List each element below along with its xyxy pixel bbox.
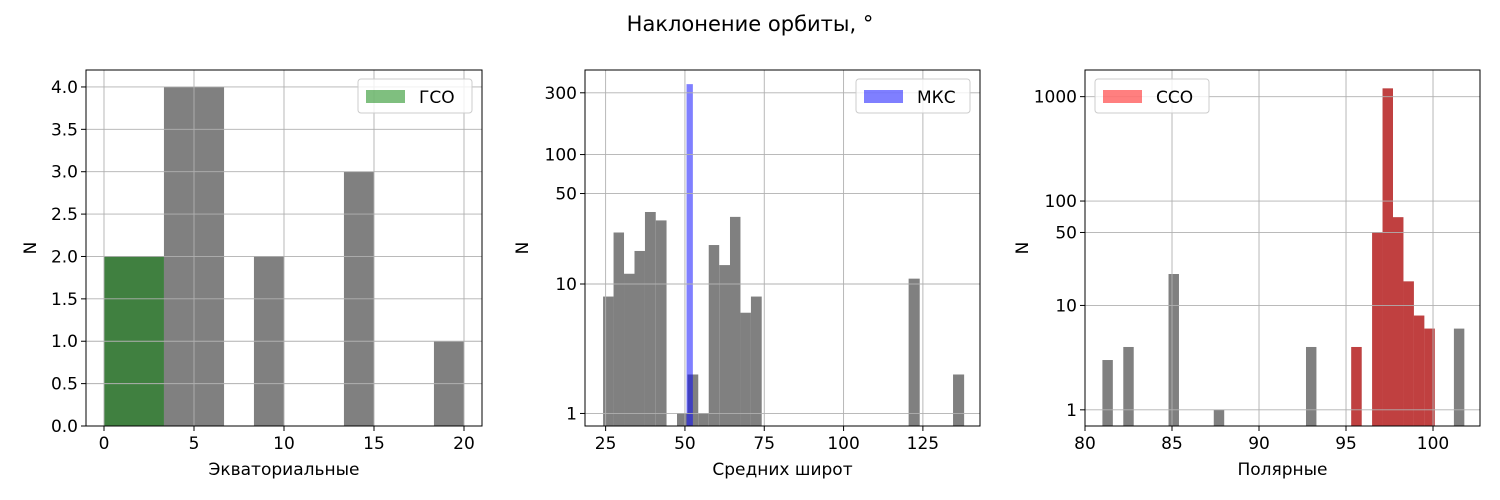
x-tick-label: 100 <box>827 434 859 454</box>
x-tick-label: 15 <box>363 434 385 454</box>
y-tick-label: 1000 <box>1034 88 1077 108</box>
x-tick-label: 85 <box>1161 434 1183 454</box>
highlight-bar <box>1382 88 1393 426</box>
x-tick-label: 90 <box>1248 434 1270 454</box>
histogram-bar <box>708 245 720 426</box>
histogram-bar <box>953 374 965 426</box>
histogram-bar <box>698 413 709 426</box>
histogram-bar <box>1102 360 1113 426</box>
highlight-bar <box>1351 346 1362 426</box>
y-axis-label: N <box>513 242 533 255</box>
legend-label: МКС <box>917 88 956 108</box>
histogram-bar <box>908 278 920 426</box>
histogram-bar <box>1123 346 1134 426</box>
histogram-bar <box>613 232 625 426</box>
histogram-bar <box>729 216 741 426</box>
x-tick-label: 80 <box>1074 434 1096 454</box>
x-tick-label: 5 <box>189 434 200 454</box>
x-tick-label: 50 <box>674 434 696 454</box>
y-tick-label: 1 <box>566 404 577 424</box>
bars <box>603 84 965 426</box>
highlight-bar <box>1392 217 1404 426</box>
highlight-bar <box>1372 232 1383 426</box>
y-tick-label: 300 <box>545 84 577 104</box>
y-tick-label: 100 <box>545 146 577 166</box>
axes-frame <box>1084 69 1481 427</box>
histogram-bar <box>1305 346 1317 426</box>
y-tick-label: 50 <box>555 185 577 205</box>
x-tick-label: 100 <box>1417 434 1449 454</box>
histogram-bar <box>750 296 762 426</box>
legend: ССО <box>1094 78 1210 114</box>
y-tick-label: 50 <box>1055 223 1077 243</box>
y-tick-label: 2.5 <box>51 205 78 225</box>
histogram-bar <box>634 250 645 426</box>
histogram-bar <box>719 265 730 426</box>
x-tick-label: 25 <box>595 434 617 454</box>
y-tick-label: 0.0 <box>51 417 78 437</box>
panel-polar: 80 85 90 95 100 1 10 50 100 1000 Полярные N ССО <box>1013 69 1481 480</box>
x-tick-label: 0 <box>99 434 110 454</box>
legend-swatch <box>864 90 903 103</box>
x-axis-label: Полярные <box>1237 460 1327 480</box>
y-axis-label: N <box>21 242 41 255</box>
bars <box>1102 88 1465 426</box>
legend-frame <box>357 78 473 114</box>
y-tick-label: 1.5 <box>51 290 78 310</box>
histogram-bar <box>1213 409 1225 426</box>
axes-frame <box>584 69 981 427</box>
x-axis-label: Экваториальные <box>208 460 359 480</box>
x-axis-label: Средних широт <box>712 460 852 480</box>
legend-frame <box>1094 78 1210 114</box>
y-tick-label: 1 <box>1066 401 1077 421</box>
x-tick-label: 125 <box>907 434 939 454</box>
y-tick-label: 100 <box>1045 192 1077 212</box>
histogram-bar <box>655 220 667 426</box>
legend-swatch <box>1103 90 1142 103</box>
histogram-bar <box>677 413 688 426</box>
histogram-bar <box>624 273 635 426</box>
y-axis-label: N <box>1013 242 1033 255</box>
legend-label: ГСО <box>419 88 455 108</box>
x-tick-label: 75 <box>753 434 775 454</box>
histogram-bar <box>603 296 614 426</box>
highlight-bar <box>1424 328 1435 426</box>
legend: ГСО <box>357 78 473 114</box>
y-tick-label: 3.5 <box>51 120 78 140</box>
highlight-bar <box>686 84 693 426</box>
legend-frame <box>855 78 971 114</box>
highlight-bar <box>1413 315 1425 426</box>
x-tick-label: 20 <box>453 434 475 454</box>
figure-title: Наклонение орбиты, ° <box>627 12 874 36</box>
histogram-bar <box>1168 274 1179 426</box>
y-tick-label: 2.0 <box>51 247 78 267</box>
panel-mid-latitude: 25 50 75 100 125 1 10 50 100 300 Средних широт N МКС <box>513 69 981 480</box>
panel-equatorial: 0 5 10 15 20 0.0 0.5 1.0 1.5 2.0 2.5 3.0 3.5 4.0 Экват… <box>21 69 483 480</box>
y-tick-label: 3.0 <box>51 163 78 183</box>
y-tick-label: 10 <box>555 275 577 295</box>
y-tick-label: 0.5 <box>51 375 78 395</box>
highlight-bar <box>1403 281 1414 426</box>
legend-swatch <box>366 90 405 103</box>
x-tick-label: 10 <box>273 434 295 454</box>
legend: МКС <box>855 78 971 114</box>
histogram-bar <box>1453 328 1465 426</box>
y-tick-label: 10 <box>1055 296 1077 316</box>
legend-label: ССО <box>1156 88 1193 108</box>
x-tick-label: 95 <box>1335 434 1357 454</box>
y-tick-label: 1.0 <box>51 332 78 352</box>
histogram-bar <box>740 312 751 426</box>
histogram-bar <box>644 211 656 426</box>
y-tick-label: 4.0 <box>51 78 78 98</box>
